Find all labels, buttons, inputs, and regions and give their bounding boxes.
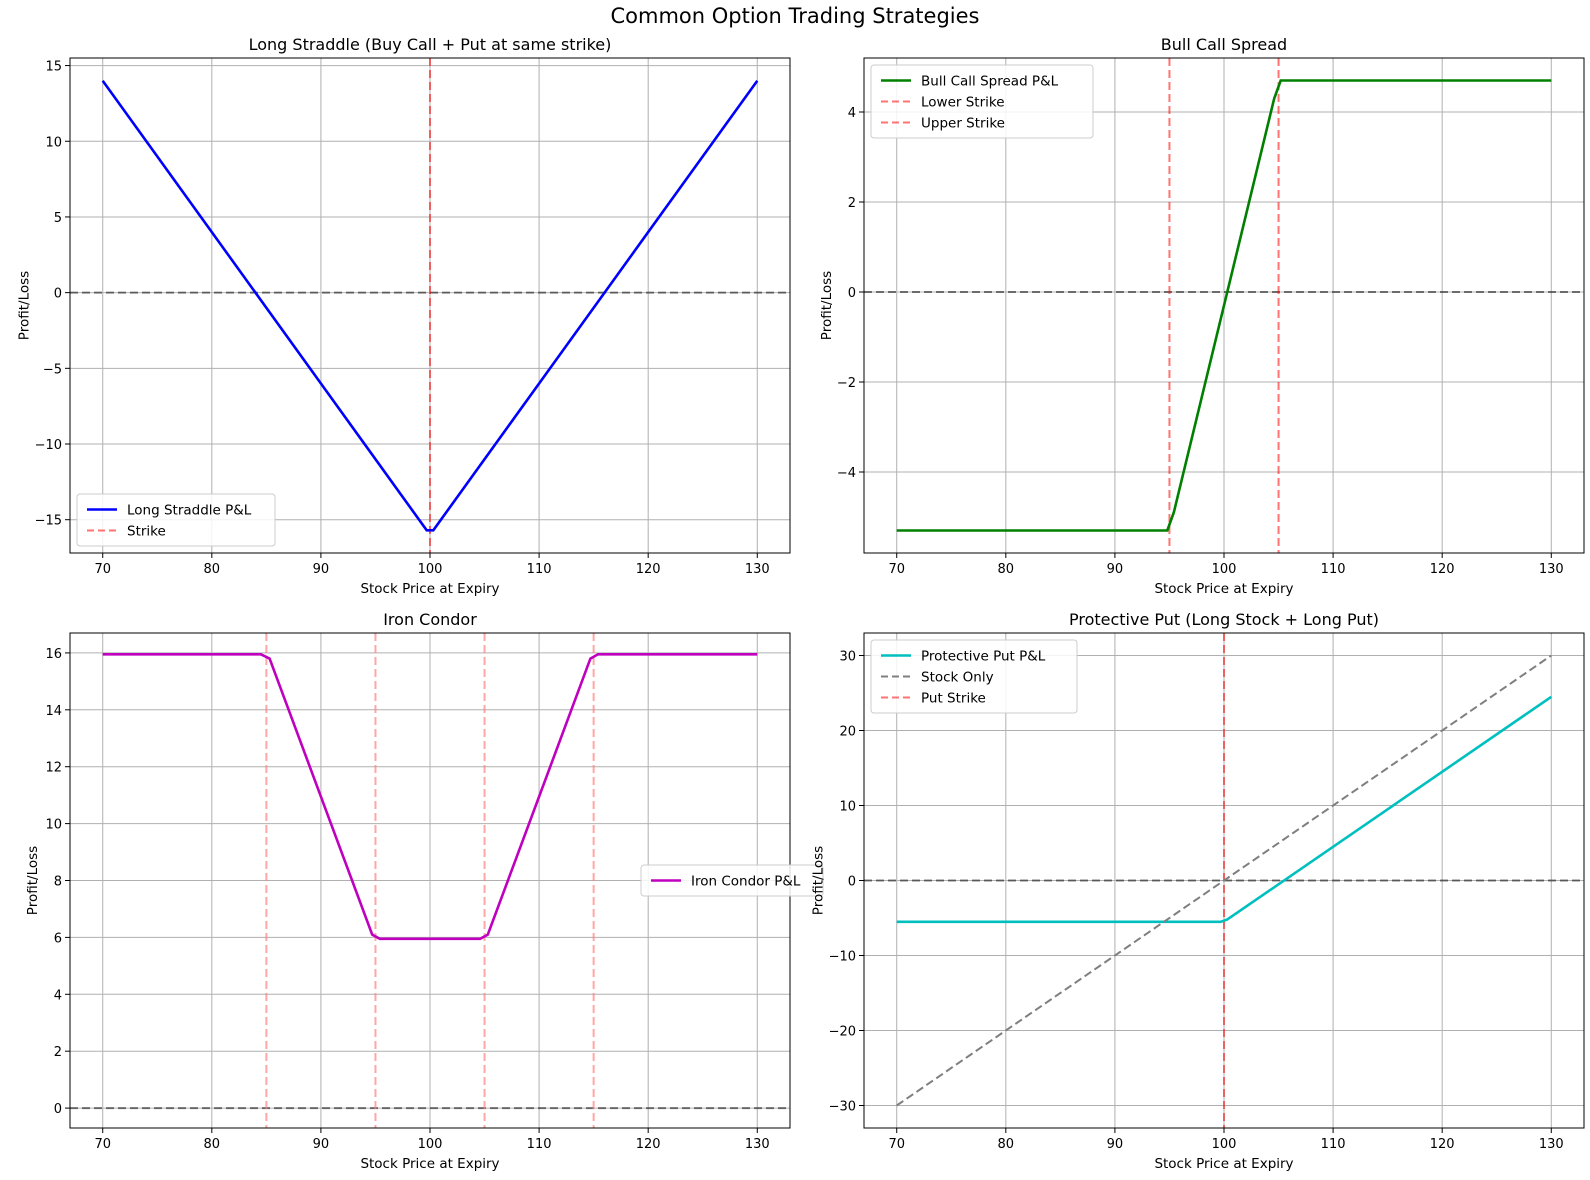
legend-label: Put Strike <box>921 691 986 707</box>
legend-box <box>870 639 1078 714</box>
x-tick-label: 70 <box>94 1137 111 1152</box>
x-tick-label: 100 <box>418 1137 443 1152</box>
legend-box <box>870 64 1094 139</box>
series-line <box>896 79 1552 532</box>
series-line <box>896 695 1553 924</box>
y-tick-label: 2 <box>848 196 856 211</box>
y-tick-label: 0 <box>54 287 62 302</box>
y-tick-label: −20 <box>829 1025 856 1040</box>
y-tick-label: −10 <box>829 950 856 965</box>
x-tick-label: 90 <box>1107 1137 1124 1152</box>
x-tick-label: 80 <box>998 1137 1015 1152</box>
x-tick-label: 90 <box>1107 562 1124 577</box>
y-tick-label: 10 <box>839 800 856 815</box>
x-tick-label: 120 <box>1430 562 1455 577</box>
y-tick-label: 16 <box>45 647 62 662</box>
y-tick-label: 12 <box>45 761 62 776</box>
x-tick-label: 70 <box>888 1137 905 1152</box>
series-line <box>101 79 759 532</box>
legend-label: Iron Condor P&L <box>691 874 801 890</box>
x-tick-label: 80 <box>998 562 1015 577</box>
series-line <box>896 654 1552 1107</box>
y-tick-label: 8 <box>54 875 62 890</box>
y-tick-label: −30 <box>829 1100 856 1115</box>
legend-label: Upper Strike <box>921 116 1005 132</box>
legend-label: Stock Only <box>921 670 994 686</box>
y-tick-label: −4 <box>837 466 856 481</box>
y-tick-label: 30 <box>839 650 856 665</box>
chart-4: 70 80 90 100 110 120 130 −30 −20 −10 0 10 20 30 Protec… <box>811 610 1585 1172</box>
chart-title: Protective Put (Long Stock + Long Put) <box>1069 610 1379 629</box>
x-axis-label: Stock Price at Expiry <box>360 1156 499 1172</box>
x-tick-label: 120 <box>636 1137 661 1152</box>
legend-box <box>76 493 276 547</box>
chart-title: Long Straddle (Buy Call + Put at same st… <box>249 35 612 54</box>
x-tick-label: 130 <box>745 1137 770 1152</box>
figure-title: Common Option Trading Strategies <box>610 4 980 28</box>
legend-label: Strike <box>127 524 166 540</box>
y-tick-label: 6 <box>54 931 62 946</box>
legend: Bull Call Spread P&L Lower Strike Upper St… <box>870 64 1094 139</box>
x-tick-label: 110 <box>1321 562 1346 577</box>
y-tick-label: −2 <box>837 376 856 391</box>
chart-2: 70 80 90 100 110 120 130 −4 −2 0 2 4 Bull Call Sprea… <box>819 35 1585 597</box>
y-tick-label: 2 <box>54 1045 62 1060</box>
x-tick-label: 120 <box>636 562 661 577</box>
x-tick-label: 110 <box>527 562 552 577</box>
y-tick-label: 0 <box>54 1102 62 1117</box>
x-tick-label: 80 <box>204 562 221 577</box>
x-tick-label: 80 <box>204 1137 221 1152</box>
x-axis-label: Stock Price at Expiry <box>360 581 499 597</box>
legend-label: Bull Call Spread P&L <box>921 74 1059 90</box>
x-tick-label: 100 <box>418 562 443 577</box>
chart-3: 70 80 90 100 110 120 130 0 2 4 6 8 10 12 14 16 Iron Cond… <box>25 610 824 1172</box>
y-tick-label: 4 <box>848 106 856 121</box>
series-line <box>102 652 758 941</box>
y-tick-label: 10 <box>45 818 62 833</box>
x-tick-label: 70 <box>888 562 905 577</box>
x-axis-label: Stock Price at Expiry <box>1154 1156 1293 1172</box>
y-axis-label: Profit/Loss <box>17 271 33 340</box>
x-tick-label: 100 <box>1212 1137 1237 1152</box>
y-tick-label: −15 <box>35 514 62 529</box>
y-tick-label: 14 <box>45 704 62 719</box>
x-tick-label: 130 <box>745 562 770 577</box>
chart-1: 70 80 90 100 110 120 130 −15 −10 −5 0 5 10 15 Long Str… <box>17 35 791 597</box>
y-tick-label: −5 <box>43 362 62 377</box>
x-tick-label: 120 <box>1430 1137 1455 1152</box>
y-tick-label: 5 <box>54 211 62 226</box>
x-tick-label: 90 <box>313 1137 330 1152</box>
y-tick-label: 15 <box>45 60 62 75</box>
y-axis-label: Profit/Loss <box>25 846 41 915</box>
y-axis-label: Profit/Loss <box>819 271 835 340</box>
x-tick-label: 90 <box>313 562 330 577</box>
legend-box <box>640 864 824 897</box>
legend: Iron Condor P&L <box>640 864 824 897</box>
y-tick-label: 20 <box>839 725 856 740</box>
x-tick-label: 100 <box>1212 562 1237 577</box>
legend: Protective Put P&L Stock Only Put Strike <box>870 639 1078 714</box>
x-axis-label: Stock Price at Expiry <box>1154 581 1293 597</box>
x-tick-label: 110 <box>527 1137 552 1152</box>
y-tick-label: 4 <box>54 988 62 1003</box>
y-tick-label: 0 <box>848 286 856 301</box>
x-tick-label: 130 <box>1539 562 1564 577</box>
legend-label: Protective Put P&L <box>921 649 1046 665</box>
chart-title: Iron Condor <box>383 610 477 629</box>
chart-title: Bull Call Spread <box>1161 35 1287 54</box>
x-tick-label: 110 <box>1321 1137 1346 1152</box>
y-tick-label: 10 <box>45 135 62 150</box>
legend: Long Straddle P&L Strike <box>76 493 276 547</box>
legend-label: Long Straddle P&L <box>127 503 252 519</box>
legend-label: Lower Strike <box>921 95 1005 111</box>
y-axis-label: Profit/Loss <box>811 846 827 915</box>
y-tick-label: 0 <box>848 875 856 890</box>
x-tick-label: 70 <box>94 562 111 577</box>
x-tick-label: 130 <box>1539 1137 1564 1152</box>
y-tick-label: −10 <box>35 438 62 453</box>
